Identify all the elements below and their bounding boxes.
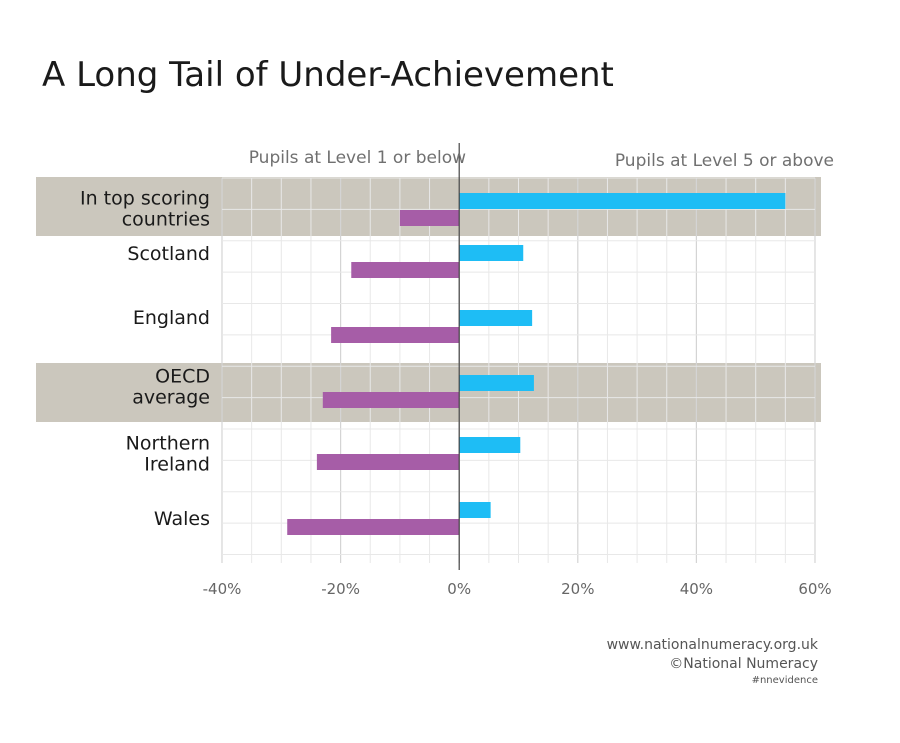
x-tick-label: 40% [680, 580, 713, 598]
category-label: Ireland [144, 454, 210, 476]
bar-level5 [459, 437, 521, 453]
x-tick-label: 20% [561, 580, 594, 598]
bar-level1 [316, 454, 460, 470]
legend-label-level5: Pupils at Level 5 or above [615, 151, 834, 171]
x-tick-label: -20% [321, 580, 360, 598]
bar-level1 [287, 519, 460, 535]
category-label: average [132, 387, 210, 409]
footer-url: www.nationalnumeracy.org.uk [607, 637, 819, 653]
category-label: Northern [126, 433, 210, 455]
footer-hashtag: #nnevidence [752, 675, 818, 686]
bar-level1 [399, 210, 460, 226]
bar-level1 [331, 327, 460, 343]
x-tick-label: -40% [203, 580, 242, 598]
bar-level5 [459, 310, 533, 326]
category-label: Scotland [127, 243, 210, 265]
bar-level5 [459, 245, 524, 261]
bar-level5 [459, 375, 534, 391]
category-label: OECD [155, 366, 210, 388]
bar-level1 [351, 262, 460, 278]
bar-level5 [459, 193, 786, 209]
legend-label-level1: Pupils at Level 1 or below [249, 148, 466, 168]
category-label: Wales [154, 508, 210, 530]
x-tick-label: 60% [798, 580, 831, 598]
chart-title: A Long Tail of Under-Achievement [42, 55, 614, 95]
x-tick-label: 0% [447, 580, 471, 598]
category-label: In top scoring [80, 188, 210, 210]
bar-level1 [322, 392, 460, 408]
bar-level5 [459, 502, 491, 518]
footer-copyright: ©National Numeracy [669, 656, 818, 672]
category-label: countries [122, 209, 210, 231]
category-label: England [133, 307, 210, 329]
